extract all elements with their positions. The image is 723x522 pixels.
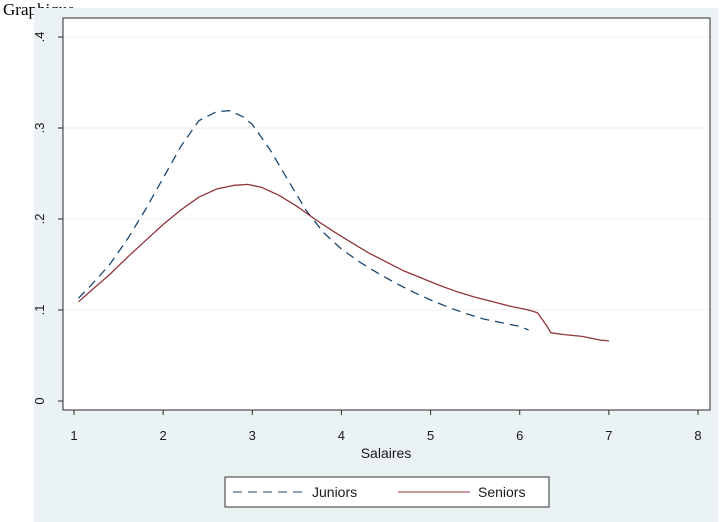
y-axis: 0 .1 .2 .3 .4 bbox=[32, 32, 63, 405]
y-tick-label-3: .3 bbox=[32, 123, 47, 134]
x-tick-label-1: 2 bbox=[160, 428, 167, 443]
x-tick-label-4: 5 bbox=[427, 428, 434, 443]
legend: Juniors Seniors bbox=[224, 476, 550, 508]
x-tick-label-7: 8 bbox=[694, 428, 701, 443]
plot-area bbox=[62, 17, 711, 411]
legend-label-juniors: Juniors bbox=[312, 484, 357, 500]
legend-label-seniors: Seniors bbox=[478, 484, 525, 500]
series-line-seniors bbox=[78, 183, 609, 342]
x-tick-label-2: 3 bbox=[249, 428, 256, 443]
y-tick-label-0: 0 bbox=[32, 397, 47, 404]
x-tick-label-5: 6 bbox=[516, 428, 523, 443]
x-tick-label-6: 7 bbox=[605, 428, 612, 443]
y-tick-label-2: .2 bbox=[32, 214, 47, 225]
legend-box bbox=[224, 476, 550, 508]
x-axis-title: Salaires bbox=[361, 445, 412, 461]
x-axis: 1 2 3 4 5 6 7 8 bbox=[70, 410, 702, 443]
y-tick-label-4: .4 bbox=[32, 32, 47, 43]
x-tick-label-0: 1 bbox=[70, 428, 77, 443]
series-layer bbox=[78, 110, 609, 342]
grid-lines bbox=[64, 36, 709, 311]
y-tick-label-1: .1 bbox=[32, 305, 47, 316]
x-tick-label-3: 4 bbox=[338, 428, 345, 443]
series-line-juniors bbox=[78, 110, 529, 331]
